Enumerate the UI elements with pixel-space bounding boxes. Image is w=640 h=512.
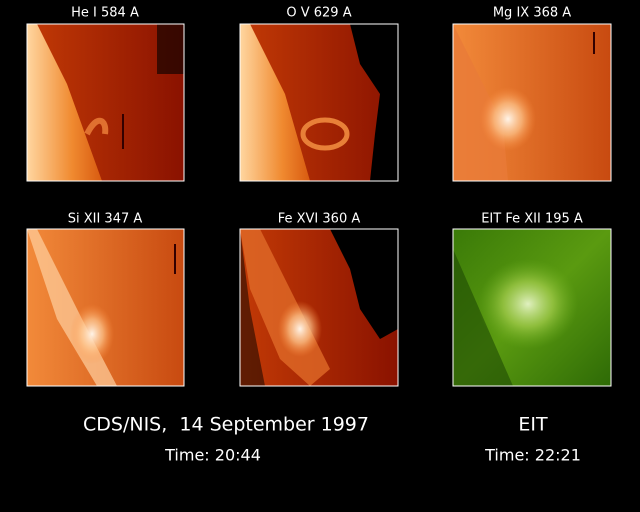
image-panel (239, 228, 399, 387)
image-panel (26, 228, 185, 387)
panel-label: O V 629 A (286, 6, 351, 21)
panel-label: Si XII 347 A (68, 212, 143, 227)
image-panel (239, 23, 399, 182)
time-caption: Time: 22:21 (484, 446, 581, 465)
image-panel (452, 228, 612, 387)
panel-label: Fe XVI 360 A (278, 212, 361, 227)
panel-label: EIT Fe XII 195 A (481, 212, 583, 227)
time-caption: Time: 20:44 (164, 446, 261, 465)
caption: CDS/NIS, 14 September 1997 (83, 414, 369, 436)
panel-label: He I 584 A (71, 6, 139, 21)
caption: EIT (518, 414, 548, 436)
image-panel (452, 23, 612, 182)
image-panel (26, 23, 185, 182)
panel-label: Mg IX 368 A (493, 6, 571, 21)
